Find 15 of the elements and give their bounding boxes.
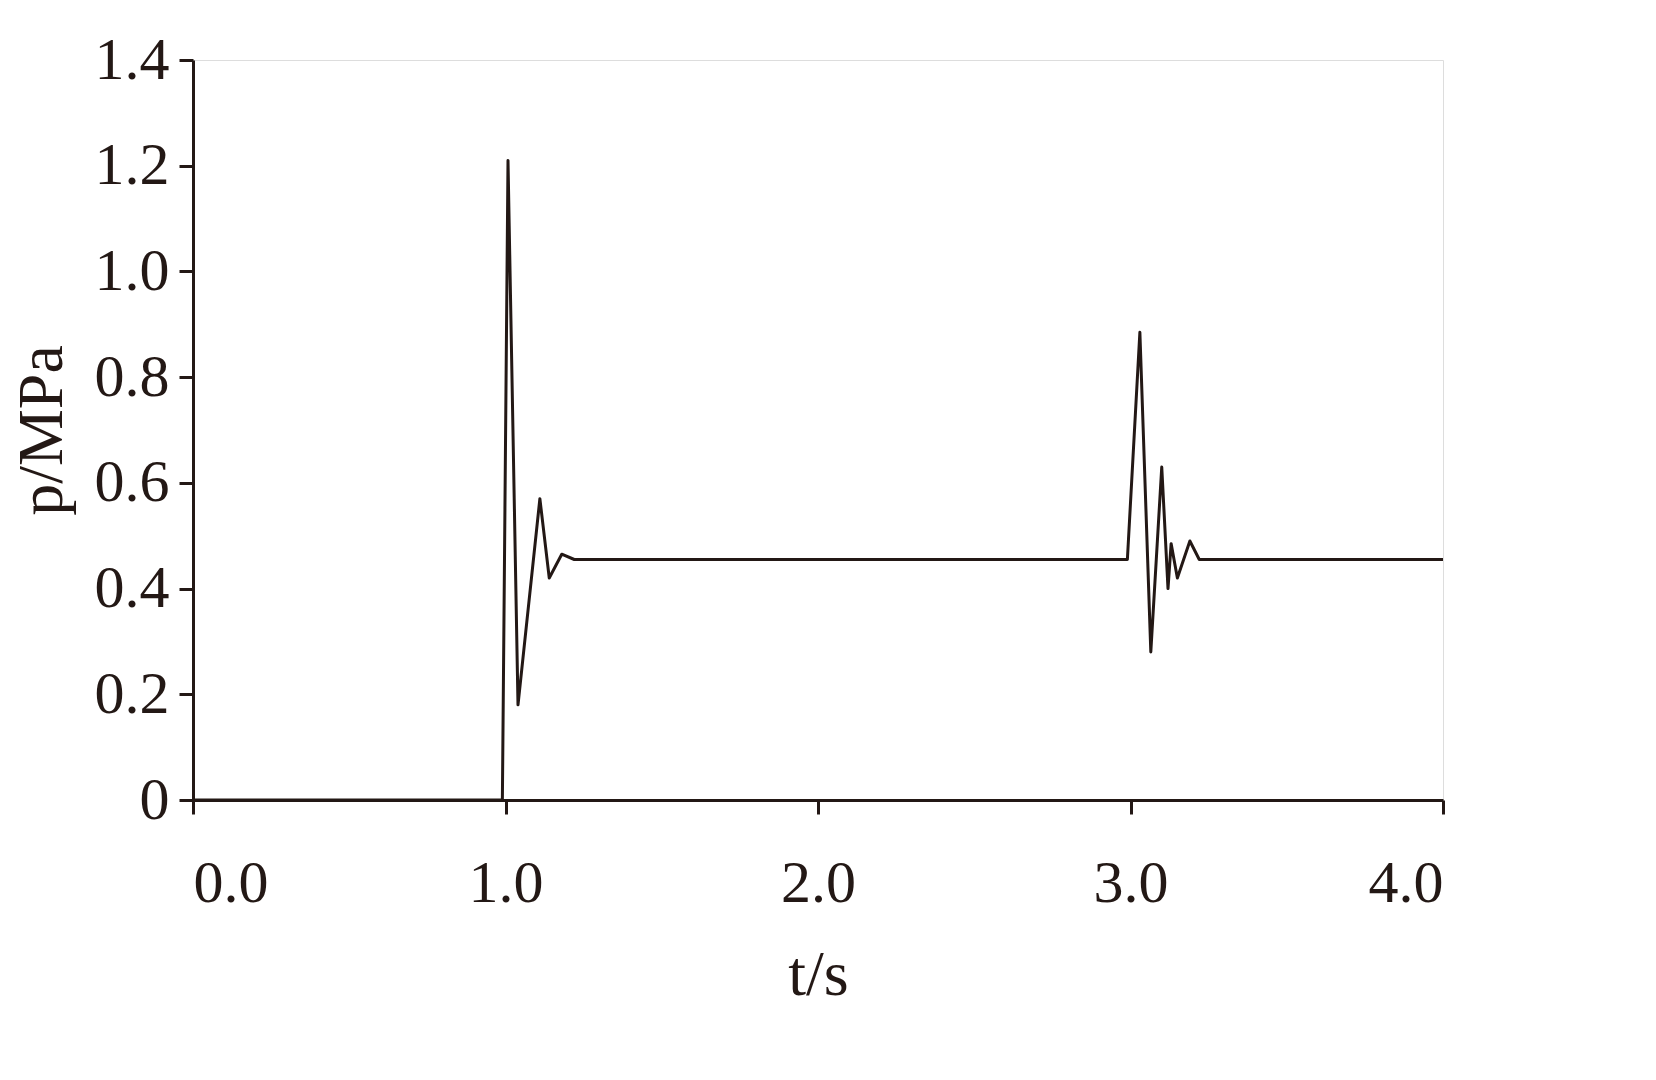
y-tick-label: 0.4 [94, 554, 170, 621]
y-tick-label: 0.6 [94, 448, 170, 515]
x-tick-label: 0.0 [193, 848, 269, 915]
x-tick-label: 4.0 [1368, 848, 1444, 915]
y-tick-label: 1.0 [94, 236, 170, 303]
x-axis-title: t/s [788, 937, 849, 1009]
x-tick-label: 1.0 [468, 848, 544, 915]
y-tick-label: 0.2 [94, 659, 170, 726]
y-axis-title: p/MPa [4, 345, 76, 516]
y-tick-label: 1.4 [94, 25, 170, 92]
x-tick-label: 2.0 [781, 848, 856, 915]
x-tick-label: 3.0 [1093, 848, 1169, 915]
y-tick-label: 1.2 [94, 131, 170, 198]
y-tick-label: 0 [139, 765, 170, 832]
y-tick-label: 0.8 [94, 342, 170, 409]
